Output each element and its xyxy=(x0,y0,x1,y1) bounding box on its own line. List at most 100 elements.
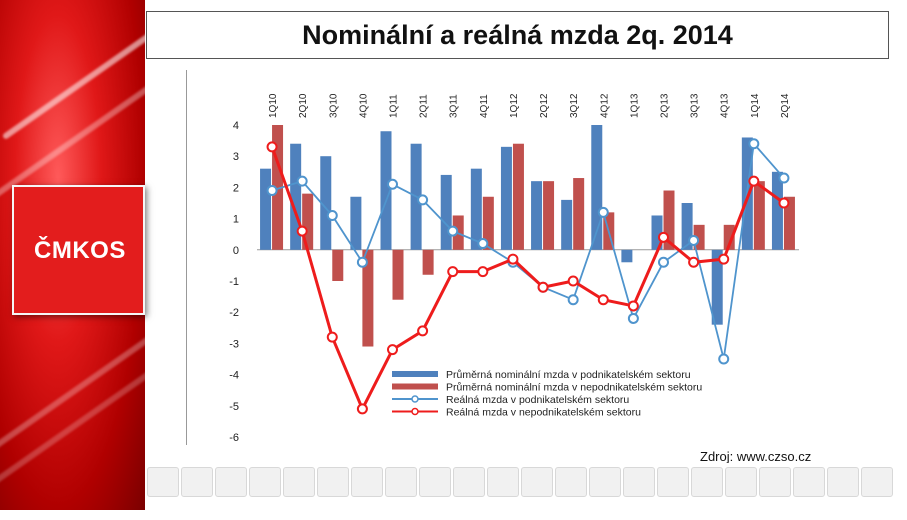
footer-logo-strip xyxy=(145,463,907,510)
union-logo-18-icon xyxy=(725,467,757,497)
legend-marker xyxy=(411,395,419,403)
bar xyxy=(320,156,332,250)
y-tick-label: 4 xyxy=(233,120,239,132)
x-tick-label: 4Q10 xyxy=(358,93,369,118)
union-logo-9-icon xyxy=(419,467,451,497)
legend-label: Průměrná nominální mzda v podnikatelském… xyxy=(446,369,691,381)
line-point xyxy=(748,175,760,187)
legend-label: Průměrná nominální mzda v nepodnikatelsk… xyxy=(446,382,702,394)
union-logo-1-icon xyxy=(147,467,179,497)
union-logo-7-icon xyxy=(351,467,383,497)
union-logo-3-icon xyxy=(215,467,247,497)
line-point xyxy=(387,178,398,190)
x-tick-label: 2Q10 xyxy=(298,93,309,118)
bar xyxy=(290,143,302,250)
line-point xyxy=(688,256,700,268)
x-tick-label: 1Q11 xyxy=(389,94,400,118)
line-point xyxy=(477,266,489,278)
bar xyxy=(711,249,723,325)
bar xyxy=(621,249,633,263)
series-line xyxy=(271,141,785,360)
bar xyxy=(753,181,765,250)
union-logo-10-icon xyxy=(453,467,485,497)
line-point xyxy=(447,225,459,237)
bar xyxy=(332,249,344,281)
y-tick-label: 1 xyxy=(233,214,239,226)
y-tick-label: -4 xyxy=(229,370,239,382)
bar xyxy=(380,131,392,250)
x-tick-label: 2Q13 xyxy=(660,93,671,118)
union-logo-5-icon xyxy=(283,467,315,497)
line-point xyxy=(507,253,519,265)
chart-area: -6 -5 -4 -3 -2 -1 0 1 2 3 4 1Q10 2Q10 3Q10 4Q10 1Q11 2Q1… xyxy=(186,70,822,445)
line-point xyxy=(597,206,609,218)
x-tick-label: 3Q10 xyxy=(328,93,339,118)
bar xyxy=(362,249,374,347)
union-logo-11-icon xyxy=(487,467,519,497)
title-box: Nominální a reálná mzda 2q. 2014 xyxy=(146,11,889,59)
x-tick-label: 1Q10 xyxy=(268,93,279,118)
bar xyxy=(681,203,693,250)
x-tick-label: 3Q12 xyxy=(569,93,580,118)
x-tick-label: 2Q12 xyxy=(539,93,550,118)
y-tick-label: 3 xyxy=(233,151,239,163)
wage-chart: -6 -5 -4 -3 -2 -1 0 1 2 3 4 1Q10 2Q10 3Q10 4Q10 1Q11 2Q1… xyxy=(229,93,799,444)
cmkos-logo xyxy=(12,185,145,315)
bar xyxy=(440,174,452,250)
bar xyxy=(531,181,543,250)
y-tick-label: -6 xyxy=(229,432,239,444)
line-point xyxy=(658,256,669,268)
y-tick-label: -2 xyxy=(229,307,239,319)
x-tick-label: 2Q11 xyxy=(419,94,430,118)
union-logo-19-icon xyxy=(759,467,791,497)
union-logo-22-icon xyxy=(861,467,893,497)
union-logo-16-icon xyxy=(657,467,689,497)
line-point xyxy=(387,344,398,356)
bar xyxy=(561,199,573,250)
line-point xyxy=(778,197,790,209)
y-tick-label: 2 xyxy=(233,182,239,194)
line-point xyxy=(537,281,549,293)
y-tick-label: -5 xyxy=(229,401,239,413)
line-point xyxy=(718,253,730,265)
bar xyxy=(260,168,272,250)
line-point xyxy=(567,275,579,287)
line-point xyxy=(748,138,760,150)
legend-swatch xyxy=(392,371,438,377)
x-tick-label: 4Q13 xyxy=(720,93,731,118)
union-logo-2-icon xyxy=(181,467,213,497)
bar xyxy=(543,181,555,250)
line-point xyxy=(477,238,489,250)
line-point xyxy=(447,266,459,278)
bar xyxy=(470,168,482,250)
union-logo-15-icon xyxy=(623,467,655,497)
union-logo-4-icon xyxy=(249,467,281,497)
y-tick-label: -1 xyxy=(229,276,239,288)
bar xyxy=(573,178,585,250)
union-logo-17-icon xyxy=(691,467,723,497)
bar xyxy=(392,249,404,300)
bar xyxy=(783,196,795,250)
union-logo-21-icon xyxy=(827,467,859,497)
line-point xyxy=(326,331,338,343)
line-point xyxy=(417,194,429,206)
bar xyxy=(771,171,783,250)
x-tick-label: 1Q14 xyxy=(750,93,761,118)
legend-swatch xyxy=(392,383,438,390)
bar xyxy=(302,193,314,250)
bar xyxy=(422,249,434,275)
x-tick-label: 4Q11 xyxy=(479,94,490,118)
union-logo-13-icon xyxy=(555,467,587,497)
bar xyxy=(591,125,603,250)
line-point xyxy=(356,403,368,415)
x-tick-label: 1Q13 xyxy=(629,93,640,118)
line-point xyxy=(417,325,429,337)
bar xyxy=(350,196,362,250)
legend-marker xyxy=(411,407,419,416)
line-point xyxy=(296,175,308,187)
union-logo-20-icon xyxy=(793,467,825,497)
union-logo-6-icon xyxy=(317,467,349,497)
bar xyxy=(651,215,663,250)
x-tick-label: 4Q12 xyxy=(599,93,610,118)
x-tick-label: 2Q14 xyxy=(780,93,791,118)
